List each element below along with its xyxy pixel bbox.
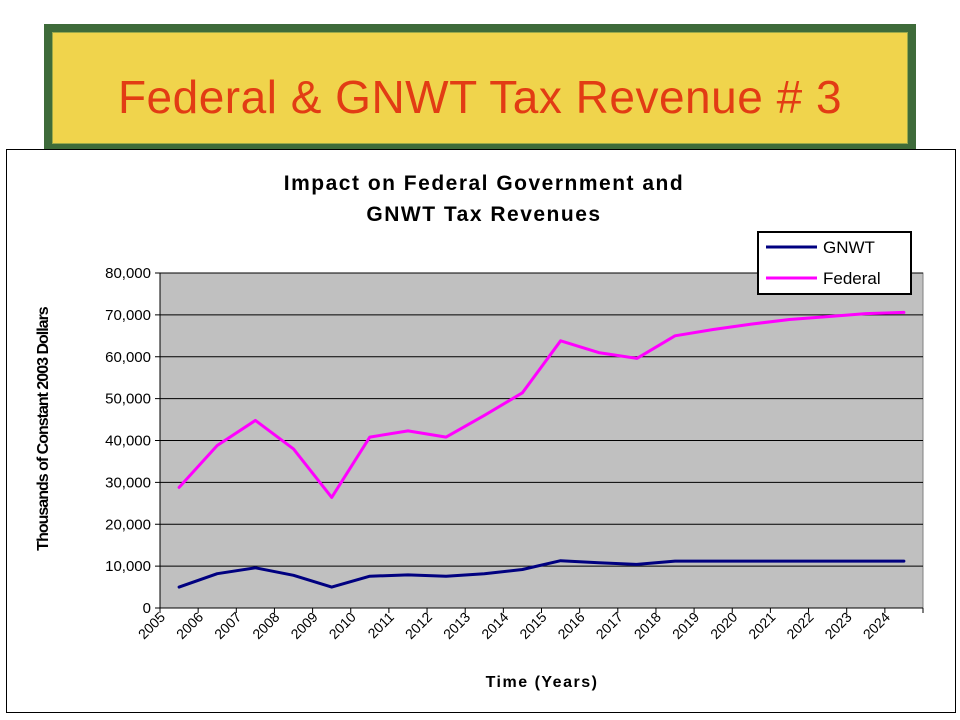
- legend: GNWT Federal: [757, 231, 912, 295]
- x-tick-label: 2021: [745, 609, 778, 642]
- x-tick-label: 2016: [554, 609, 587, 642]
- y-tick-label: 10,000: [105, 558, 151, 575]
- x-tick-label: 2023: [821, 609, 854, 642]
- title-banner: Federal & GNWT Tax Revenue # 3: [44, 24, 916, 152]
- y-tick-label: 20,000: [105, 516, 151, 533]
- x-tick-label: 2012: [402, 609, 435, 642]
- x-tick-label: 2008: [249, 609, 282, 642]
- x-tick-label: 2007: [211, 609, 244, 642]
- series-line-gnwt: [177, 559, 906, 589]
- y-tick-label: 60,000: [105, 349, 151, 366]
- legend-box: [757, 231, 912, 295]
- series-lines: [177, 310, 906, 589]
- y-tick-label: 40,000: [105, 433, 151, 450]
- x-tick-label: 2017: [593, 609, 626, 642]
- y-tick-label: 70,000: [105, 307, 151, 324]
- x-axis-label: Time (Years): [486, 674, 599, 691]
- series-line-federal: [177, 310, 906, 499]
- chart-title-line-1: Impact on Federal Government and: [284, 172, 684, 195]
- y-tick-label: 30,000: [105, 474, 151, 491]
- legend-label-federal: Federal: [823, 269, 881, 288]
- x-tick-label: 2005: [135, 609, 168, 642]
- x-tick-label: 2011: [364, 609, 397, 642]
- x-tick-label: 2006: [173, 609, 206, 642]
- chart-frame: Impact on Federal Government and GNWT Ta…: [6, 149, 956, 713]
- x-tick-label: 2010: [326, 609, 359, 642]
- x-tick-label: 2024: [860, 609, 893, 642]
- x-tick-label: 2014: [478, 609, 511, 642]
- line-chart: Impact on Federal Government and GNWT Ta…: [35, 172, 924, 691]
- legend-label-gnwt: GNWT: [823, 238, 875, 257]
- x-tick-label: 2018: [631, 609, 664, 642]
- x-tick-label: 2013: [440, 609, 473, 642]
- slide-title: Federal & GNWT Tax Revenue # 3: [117, 71, 843, 123]
- grid-lines: [160, 272, 923, 567]
- x-tick-label: 2022: [783, 609, 816, 642]
- x-tick-label: 2020: [707, 609, 740, 642]
- y-tick-label: 80,000: [105, 265, 151, 282]
- x-tick-label: 2019: [669, 609, 702, 642]
- x-axis-ticks: 2005 2006 2007 2008 2009 2010 2011 2012 2013 2014…: [135, 608, 924, 642]
- y-tick-label: 0: [143, 600, 151, 617]
- x-tick-label: 2009: [287, 609, 320, 642]
- y-axis-ticks: 0 10,000 20,000 30,000 40,000 50,000 60,000 70,…: [105, 265, 160, 617]
- x-tick-label: 2015: [516, 609, 549, 642]
- chart-title-line-2: GNWT Tax Revenues: [366, 203, 601, 226]
- y-axis-label: Thousands of Constant 2003 Dollars: [35, 306, 52, 550]
- y-tick-label: 50,000: [105, 391, 151, 408]
